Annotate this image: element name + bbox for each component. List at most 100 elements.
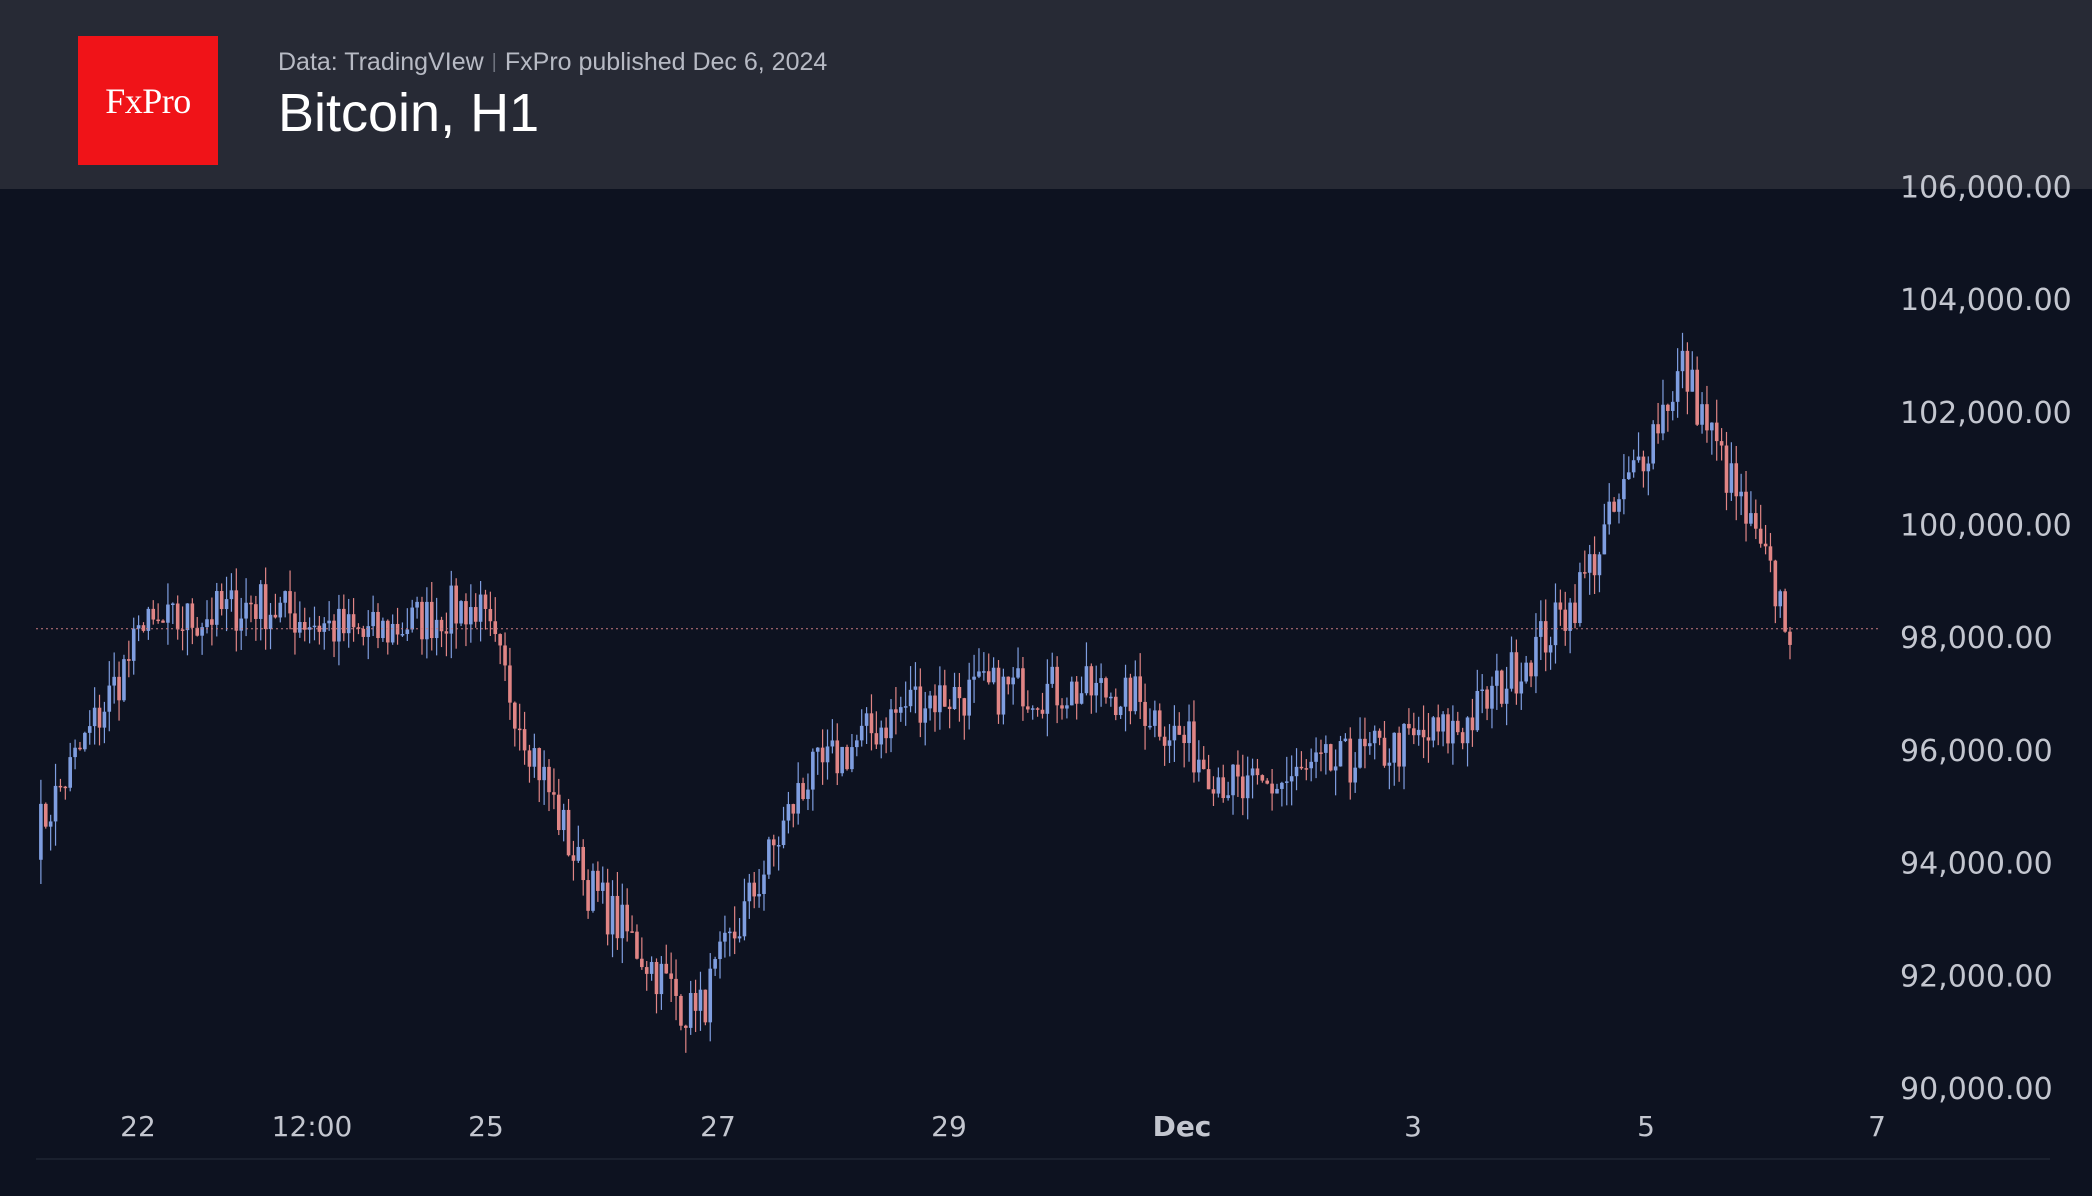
candle: [596, 861, 600, 902]
candle: [68, 742, 73, 792]
candle: [78, 741, 82, 751]
candle: [1670, 391, 1675, 421]
candle: [1641, 450, 1646, 488]
candle: [991, 657, 996, 685]
candle: [796, 762, 800, 825]
candle: [1333, 749, 1338, 796]
candle: [346, 598, 351, 648]
candle: [732, 906, 737, 955]
candle: [527, 744, 532, 783]
candle: [1524, 655, 1528, 684]
candle: [1568, 598, 1572, 654]
candle: [1763, 524, 1768, 555]
candle: [439, 616, 444, 648]
candle: [513, 701, 517, 747]
candle: [1289, 755, 1294, 806]
candle: [1426, 713, 1431, 763]
candle: [1387, 748, 1392, 790]
candle: [1016, 647, 1020, 679]
candle: [112, 652, 116, 704]
candle: [1045, 659, 1050, 737]
candle: [815, 747, 820, 775]
candle: [244, 578, 248, 637]
data-source: Data: TradingVIew: [278, 48, 484, 76]
candle: [1368, 731, 1372, 755]
candle: [425, 587, 429, 659]
candle: [1284, 756, 1289, 806]
candle: [566, 798, 571, 857]
candle: [581, 839, 586, 896]
candle: [1700, 392, 1704, 434]
candle: [1612, 497, 1616, 513]
candle: [342, 594, 346, 642]
candle: [1783, 588, 1787, 633]
candle: [488, 591, 493, 636]
candle: [825, 729, 830, 780]
candle: [48, 814, 53, 851]
candle: [288, 570, 292, 630]
y-tick-label: 96,000.00: [1900, 734, 2053, 769]
candle: [1353, 752, 1357, 793]
candle: [1231, 764, 1235, 815]
candle: [131, 617, 136, 675]
candle: [1094, 665, 1099, 713]
candle: [1153, 700, 1157, 738]
candle: [742, 878, 747, 941]
candle: [1753, 499, 1758, 540]
y-tick-label: 94,000.00: [1900, 847, 2053, 882]
chart-title: Bitcoin, H1: [278, 83, 540, 143]
candle: [1407, 708, 1411, 735]
candle: [1441, 711, 1445, 747]
candle: [1309, 748, 1313, 782]
candle: [967, 662, 971, 730]
candle: [356, 623, 361, 635]
candle: [1675, 348, 1680, 418]
y-tick-label: 104,000.00: [1900, 283, 2072, 318]
candle: [307, 617, 312, 644]
candle: [1162, 726, 1167, 766]
candle: [1411, 712, 1416, 745]
x-tick-label: Dec: [1153, 1110, 1212, 1143]
candle: [1358, 717, 1362, 769]
candle: [947, 699, 952, 729]
candle: [1221, 764, 1226, 803]
candle: [1089, 663, 1094, 714]
candle: [361, 625, 366, 646]
candle: [371, 595, 375, 637]
candle: [986, 653, 991, 685]
candle: [1592, 536, 1597, 594]
candle: [1719, 428, 1724, 461]
candle: [767, 836, 771, 879]
candle: [1758, 504, 1763, 548]
candle: [928, 690, 932, 721]
candle: [889, 698, 893, 753]
candle: [1211, 776, 1216, 807]
candle: [1602, 503, 1607, 555]
candle: [1035, 707, 1040, 717]
candle: [312, 606, 317, 641]
candle: [996, 660, 1001, 724]
candle: [1739, 473, 1743, 516]
candle: [1236, 750, 1240, 797]
candle: [1206, 754, 1211, 790]
y-tick-label: 98,000.00: [1900, 621, 2053, 656]
candle: [1216, 767, 1221, 798]
candle: [1226, 781, 1230, 801]
candle: [351, 598, 356, 642]
candle: [1250, 758, 1255, 799]
candle: [1001, 668, 1006, 725]
candle: [1148, 708, 1152, 730]
candle: [53, 763, 58, 846]
candle: [190, 598, 195, 645]
candle: [644, 960, 649, 991]
candle: [1788, 627, 1792, 660]
candle: [390, 614, 395, 645]
candle: [1661, 379, 1665, 441]
candle: [1372, 725, 1377, 760]
candle: [1587, 544, 1592, 595]
candle: [845, 744, 849, 771]
candle: [1030, 705, 1035, 720]
candle: [757, 869, 761, 908]
candle: [258, 580, 263, 641]
candle: [58, 778, 63, 792]
